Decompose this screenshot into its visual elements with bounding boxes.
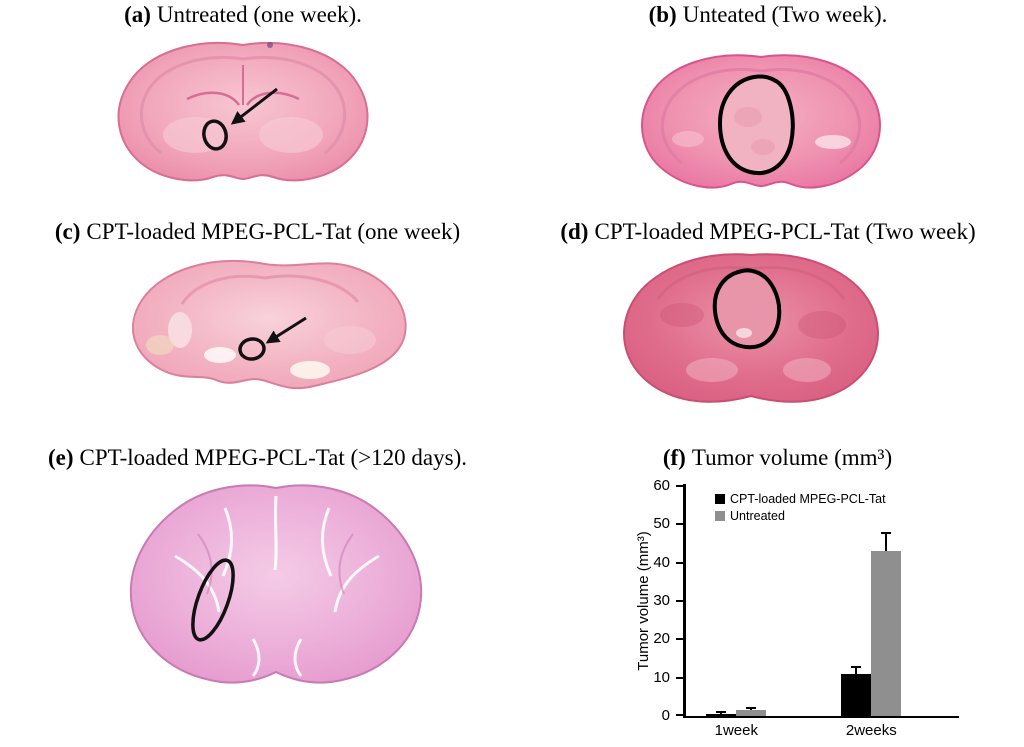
y-tick-mark	[676, 561, 683, 564]
panel-d-image	[592, 245, 910, 415]
y-tick-mark	[676, 714, 683, 716]
panel-c-image	[100, 250, 435, 402]
brain-outline	[132, 260, 407, 390]
y-tick-mark	[676, 600, 683, 602]
panel-a-title-text: Untreated (one week).	[156, 2, 362, 27]
error-bar-cap	[746, 706, 757, 709]
panel-d-label: (d)	[560, 219, 589, 244]
x-axis-line	[683, 715, 959, 718]
brain-section-d	[623, 253, 879, 403]
bar-cpt-loaded-mpeg-pcl-tat-2weeks	[841, 673, 872, 716]
panel-e-title: (e) CPT-loaded MPEG-PCL-Tat (>120 days).	[0, 445, 515, 471]
error-bar-cap	[881, 531, 892, 534]
y-tick-label: 40	[653, 553, 670, 571]
chart-legend: CPT-loaded MPEG-PCL-Tat Untreated	[715, 492, 886, 526]
legend-item-cpt-loaded-mpeg-pcl-tat: CPT-loaded MPEG-PCL-Tat	[715, 492, 886, 506]
panel-b-label: (b)	[648, 2, 677, 27]
brain-texture	[139, 42, 347, 155]
tumor-texture	[736, 328, 752, 338]
legend-swatch	[715, 511, 725, 521]
y-tick-label: 50	[653, 515, 670, 533]
panel-b-title-text: Unteated (Two week).	[682, 2, 888, 27]
tumor-texture	[734, 107, 775, 155]
panel-a-title: (a) Untreated (one week).	[78, 2, 408, 28]
tumor-volume-chart: Tumor volume (mm³) 0 10 20 30 40 50 60 CPT-loa…	[630, 476, 975, 747]
tumor-outline	[238, 337, 266, 361]
y-axis-ticks: 0 10 20 30 40 50 60	[630, 478, 672, 724]
bar-untreated-1week	[736, 710, 767, 716]
brain-section-b	[641, 54, 881, 189]
tumor-outline	[191, 558, 235, 642]
legend-label: CPT-loaded MPEG-PCL-Tat	[730, 492, 886, 506]
panel-c-label: (c)	[54, 219, 81, 244]
brain-texture	[660, 67, 862, 165]
panel-e-image	[103, 474, 450, 696]
legend-item-untreated: Untreated	[715, 509, 886, 523]
error-bar-line	[855, 668, 858, 674]
brain-texture	[146, 274, 376, 379]
panel-a-image	[95, 33, 391, 196]
panel-d-title-text: CPT-loaded MPEG-PCL-Tat (Two week)	[594, 219, 976, 244]
plot-area: CPT-loaded MPEG-PCL-Tat Untreated	[676, 485, 955, 716]
panel-c-title-text: CPT-loaded MPEG-PCL-Tat (one week)	[86, 219, 461, 244]
error-bar-line	[750, 708, 753, 711]
error-bar-cap	[851, 666, 862, 669]
panel-a-label: (a)	[124, 2, 151, 27]
arrow-annotation	[230, 87, 278, 125]
y-tick-label: 30	[653, 592, 670, 609]
y-tick-label: 10	[653, 668, 670, 686]
panel-f-title: (f) Tumor volume (mm³)	[625, 445, 930, 471]
error-bar-line	[720, 712, 723, 714]
panel-e-label: (e)	[48, 445, 74, 470]
bar-untreated-2weeks	[871, 551, 902, 716]
panel-b-image	[618, 47, 905, 204]
legend-label: Untreated	[730, 509, 785, 523]
brain-outline	[129, 484, 423, 684]
bar-cpt-loaded-mpeg-pcl-tat-1week	[706, 713, 737, 716]
y-tick-label: 60	[653, 477, 670, 494]
panel-f-label: (f)	[662, 445, 686, 470]
panel-f-title-text: Tumor volume (mm³)	[691, 445, 893, 470]
brain-texture	[656, 265, 846, 382]
x-tick-label: 1week	[714, 722, 758, 739]
y-tick-mark	[676, 676, 683, 679]
panel-c-title: (c) CPT-loaded MPEG-PCL-Tat (one week)	[0, 219, 515, 245]
y-tick-label: 20	[653, 630, 670, 648]
panel-b-title: (b) Unteated (Two week).	[612, 2, 924, 28]
brain-section-c	[132, 260, 407, 390]
x-tick-label: 2weeks	[845, 722, 897, 739]
brain-outline	[117, 41, 369, 182]
tumor-outline	[202, 119, 228, 151]
panel-d-title: (d) CPT-loaded MPEG-PCL-Tat (Two week)	[512, 219, 1024, 245]
error-bar-line	[885, 533, 888, 552]
y-tick-mark	[676, 638, 683, 641]
x-axis-labels: 1week 2weeks	[685, 722, 955, 742]
y-tick-label: 0	[661, 707, 670, 724]
tumor-outline	[712, 268, 782, 350]
error-bar-cap	[716, 710, 727, 713]
legend-swatch	[715, 494, 725, 504]
panel-e-title-text: CPT-loaded MPEG-PCL-Tat (>120 days).	[79, 445, 467, 470]
y-axis-line	[683, 484, 686, 718]
brain-section-e	[129, 484, 423, 684]
arrow-annotation	[265, 316, 307, 344]
y-tick-mark	[676, 523, 683, 526]
brain-section-a	[117, 41, 369, 182]
y-tick-mark	[676, 485, 683, 487]
